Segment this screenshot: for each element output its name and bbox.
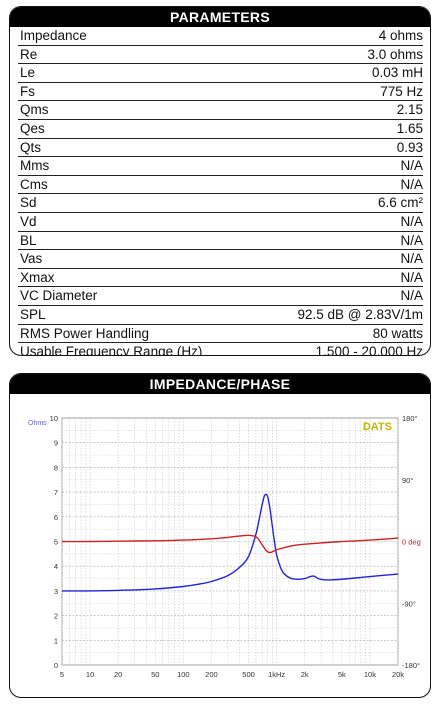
y2-tick-label: 90° — [402, 476, 413, 485]
y2-tick-label: -180° — [402, 661, 420, 670]
param-row: Qts 0.93 — [18, 139, 423, 158]
param-value: N/A — [400, 176, 423, 192]
x-tick-label: 50 — [151, 670, 159, 679]
param-value: 1.65 — [396, 120, 423, 136]
param-value: 80 watts — [372, 325, 423, 341]
param-name: Vas — [20, 251, 43, 267]
parameters-panel: PARAMETERS Impedance 4 ohms Re 3.0 ohms Le 0.… — [9, 6, 431, 356]
y-tick-label: 1 — [54, 636, 58, 645]
param-value: 4 ohms — [378, 28, 423, 43]
param-row: BL N/A — [18, 232, 423, 251]
impedance-curve — [61, 493, 399, 592]
param-value: 775 Hz — [380, 83, 423, 99]
param-value: 0.03 mH — [371, 65, 423, 81]
param-value: N/A — [400, 269, 423, 285]
param-value: 0.93 — [396, 139, 423, 155]
param-name: Qes — [20, 120, 45, 136]
param-name: Fs — [20, 83, 35, 99]
param-name: Re — [20, 46, 38, 62]
param-name: BL — [20, 232, 37, 248]
param-value: 6.6 cm² — [377, 195, 423, 211]
y-tick-label: 5 — [54, 538, 58, 547]
impedance-phase-chart: 5 10 20 50 100 200 500 1kHz 2k 5k 10k 20k1234567891… — [28, 414, 421, 679]
param-name: Usable Frequency Range (Hz) — [20, 344, 203, 356]
param-row: Vas N/A — [18, 250, 423, 269]
param-name: RMS Power Handling — [20, 325, 150, 341]
x-tick-label: 200 — [205, 670, 218, 679]
param-row: Qes 1.65 — [18, 120, 423, 139]
y2-tick-label: 0 deg — [402, 538, 421, 547]
left-unit-label: Ohms — [28, 420, 47, 427]
x-tick-label: 500 — [242, 670, 255, 679]
x-tick-label: 1kHz — [268, 670, 285, 679]
param-row: Le 0.03 mH — [18, 64, 423, 83]
param-row: Mms N/A — [18, 157, 423, 176]
y-tick-label: 7 — [54, 488, 58, 497]
param-name: SPL — [20, 306, 46, 322]
param-value: N/A — [400, 158, 423, 174]
x-tick-label: 2k — [301, 670, 309, 679]
x-tick-label: 20 — [114, 670, 122, 679]
param-row: VC Diameter N/A — [18, 287, 423, 306]
param-name: Impedance — [20, 28, 87, 43]
param-name: Qts — [20, 139, 42, 155]
param-value: N/A — [400, 251, 423, 267]
param-name: Vd — [20, 213, 37, 229]
param-row: Re 3.0 ohms — [18, 46, 423, 65]
param-row: Vd N/A — [18, 213, 423, 232]
param-row: Usable Frequency Range (Hz) 1,500 - 20,00… — [18, 343, 423, 356]
param-row: Cms N/A — [18, 176, 423, 195]
param-name: Mms — [20, 158, 50, 174]
y-tick-label: 2 — [54, 612, 58, 621]
param-value: 1,500 - 20,000 Hz — [315, 344, 423, 356]
parameters-title: PARAMETERS — [10, 7, 430, 27]
y-tick-label-zero: 0 — [54, 661, 58, 670]
param-name: VC Diameter — [20, 288, 98, 304]
param-name: Le — [20, 65, 36, 81]
param-row: SPL 92.5 dB @ 2.83V/1m — [18, 306, 423, 325]
param-value: 2.15 — [396, 102, 423, 118]
y2-tick-label: 180° — [402, 414, 418, 423]
phase-curve — [61, 534, 399, 554]
y-tick-label: 3 — [54, 587, 58, 596]
param-name: Cms — [20, 176, 48, 192]
param-row: Xmax N/A — [18, 269, 423, 288]
param-value: N/A — [400, 213, 423, 229]
param-value: N/A — [400, 288, 423, 304]
param-name: Sd — [20, 195, 37, 211]
y-tick-label: 4 — [54, 562, 58, 571]
x-tick-label: 10k — [364, 670, 376, 679]
param-value: 3.0 ohms — [367, 46, 423, 62]
x-tick-label: 5 — [60, 670, 64, 679]
param-row: Qms 2.15 — [18, 101, 423, 120]
y-tick-label: 10 — [50, 414, 58, 423]
param-name: Xmax — [20, 269, 55, 285]
x-tick-label: 20k — [392, 670, 404, 679]
y-tick-label: 9 — [54, 439, 58, 448]
y2-tick-label: -90° — [402, 599, 416, 608]
y-tick-label: 6 — [54, 513, 58, 522]
impedance-phase-panel: IMPEDANCE/PHASE 5 10 20 50 100 200 500 1kHz 2k 5k… — [9, 373, 431, 698]
x-tick-label: 10 — [86, 670, 94, 679]
param-row: Sd 6.6 cm² — [18, 194, 423, 213]
impedance-phase-title: IMPEDANCE/PHASE — [10, 374, 430, 394]
y-tick-label: 8 — [54, 463, 58, 472]
parameters-table: Impedance 4 ohms Re 3.0 ohms Le 0.03 mH Fs 775 … — [10, 27, 430, 356]
param-value: 92.5 dB @ 2.83V/1m — [297, 306, 423, 322]
param-name: Qms — [20, 102, 49, 118]
param-row: Fs 775 Hz — [18, 83, 423, 102]
dats-logo-text: DATS — [363, 421, 392, 433]
x-tick-label: 100 — [177, 670, 190, 679]
param-row: Impedance 4 ohms — [18, 27, 423, 46]
x-tick-label: 5k — [338, 670, 346, 679]
param-row: RMS Power Handling 80 watts — [18, 325, 423, 344]
param-value: N/A — [400, 232, 423, 248]
